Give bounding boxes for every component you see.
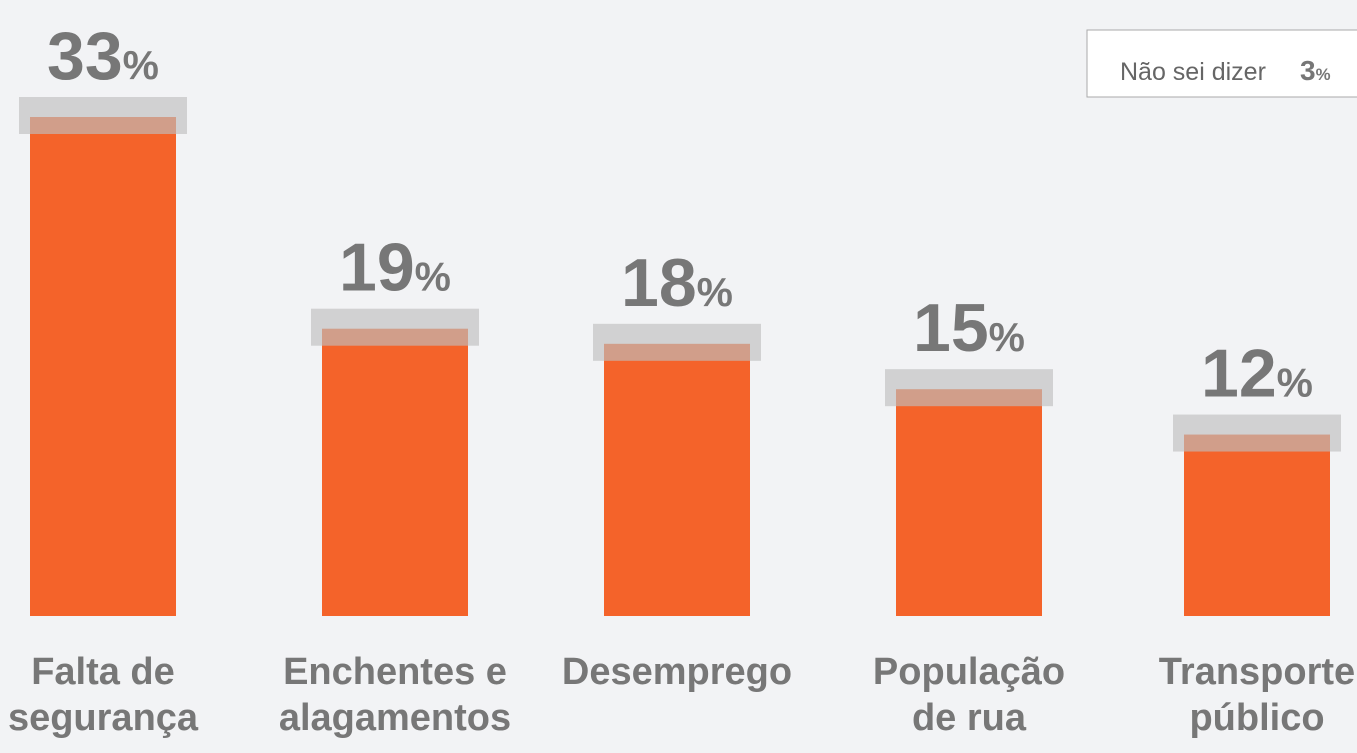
value-label: 33% (47, 18, 159, 94)
bar (322, 328, 468, 616)
value-label: 19% (339, 230, 451, 306)
annotation-label: Não sei dizer (1120, 58, 1266, 86)
bar-cap (19, 97, 187, 134)
annotation-value: 3% (1300, 55, 1331, 86)
value-label: 15% (913, 290, 1025, 366)
bar-cap (885, 369, 1053, 407)
annotation-box (1086, 29, 1357, 98)
bar (1184, 434, 1330, 616)
value-label: 18% (621, 245, 733, 321)
bar-cap (593, 323, 761, 361)
bar-cap (1173, 414, 1341, 452)
x-tick-label: Transporte público (1159, 651, 1355, 739)
x-tick-label: Falta de segurança (8, 651, 199, 739)
bar (30, 117, 176, 616)
bar-cap (311, 308, 479, 346)
x-tick-label: Desemprego (562, 651, 792, 693)
x-tick-label: População de rua (873, 651, 1065, 739)
x-tick-label: Enchentes e alagamentos (279, 651, 511, 739)
bar (604, 343, 750, 616)
value-label: 12% (1201, 336, 1313, 412)
bar (896, 389, 1042, 616)
